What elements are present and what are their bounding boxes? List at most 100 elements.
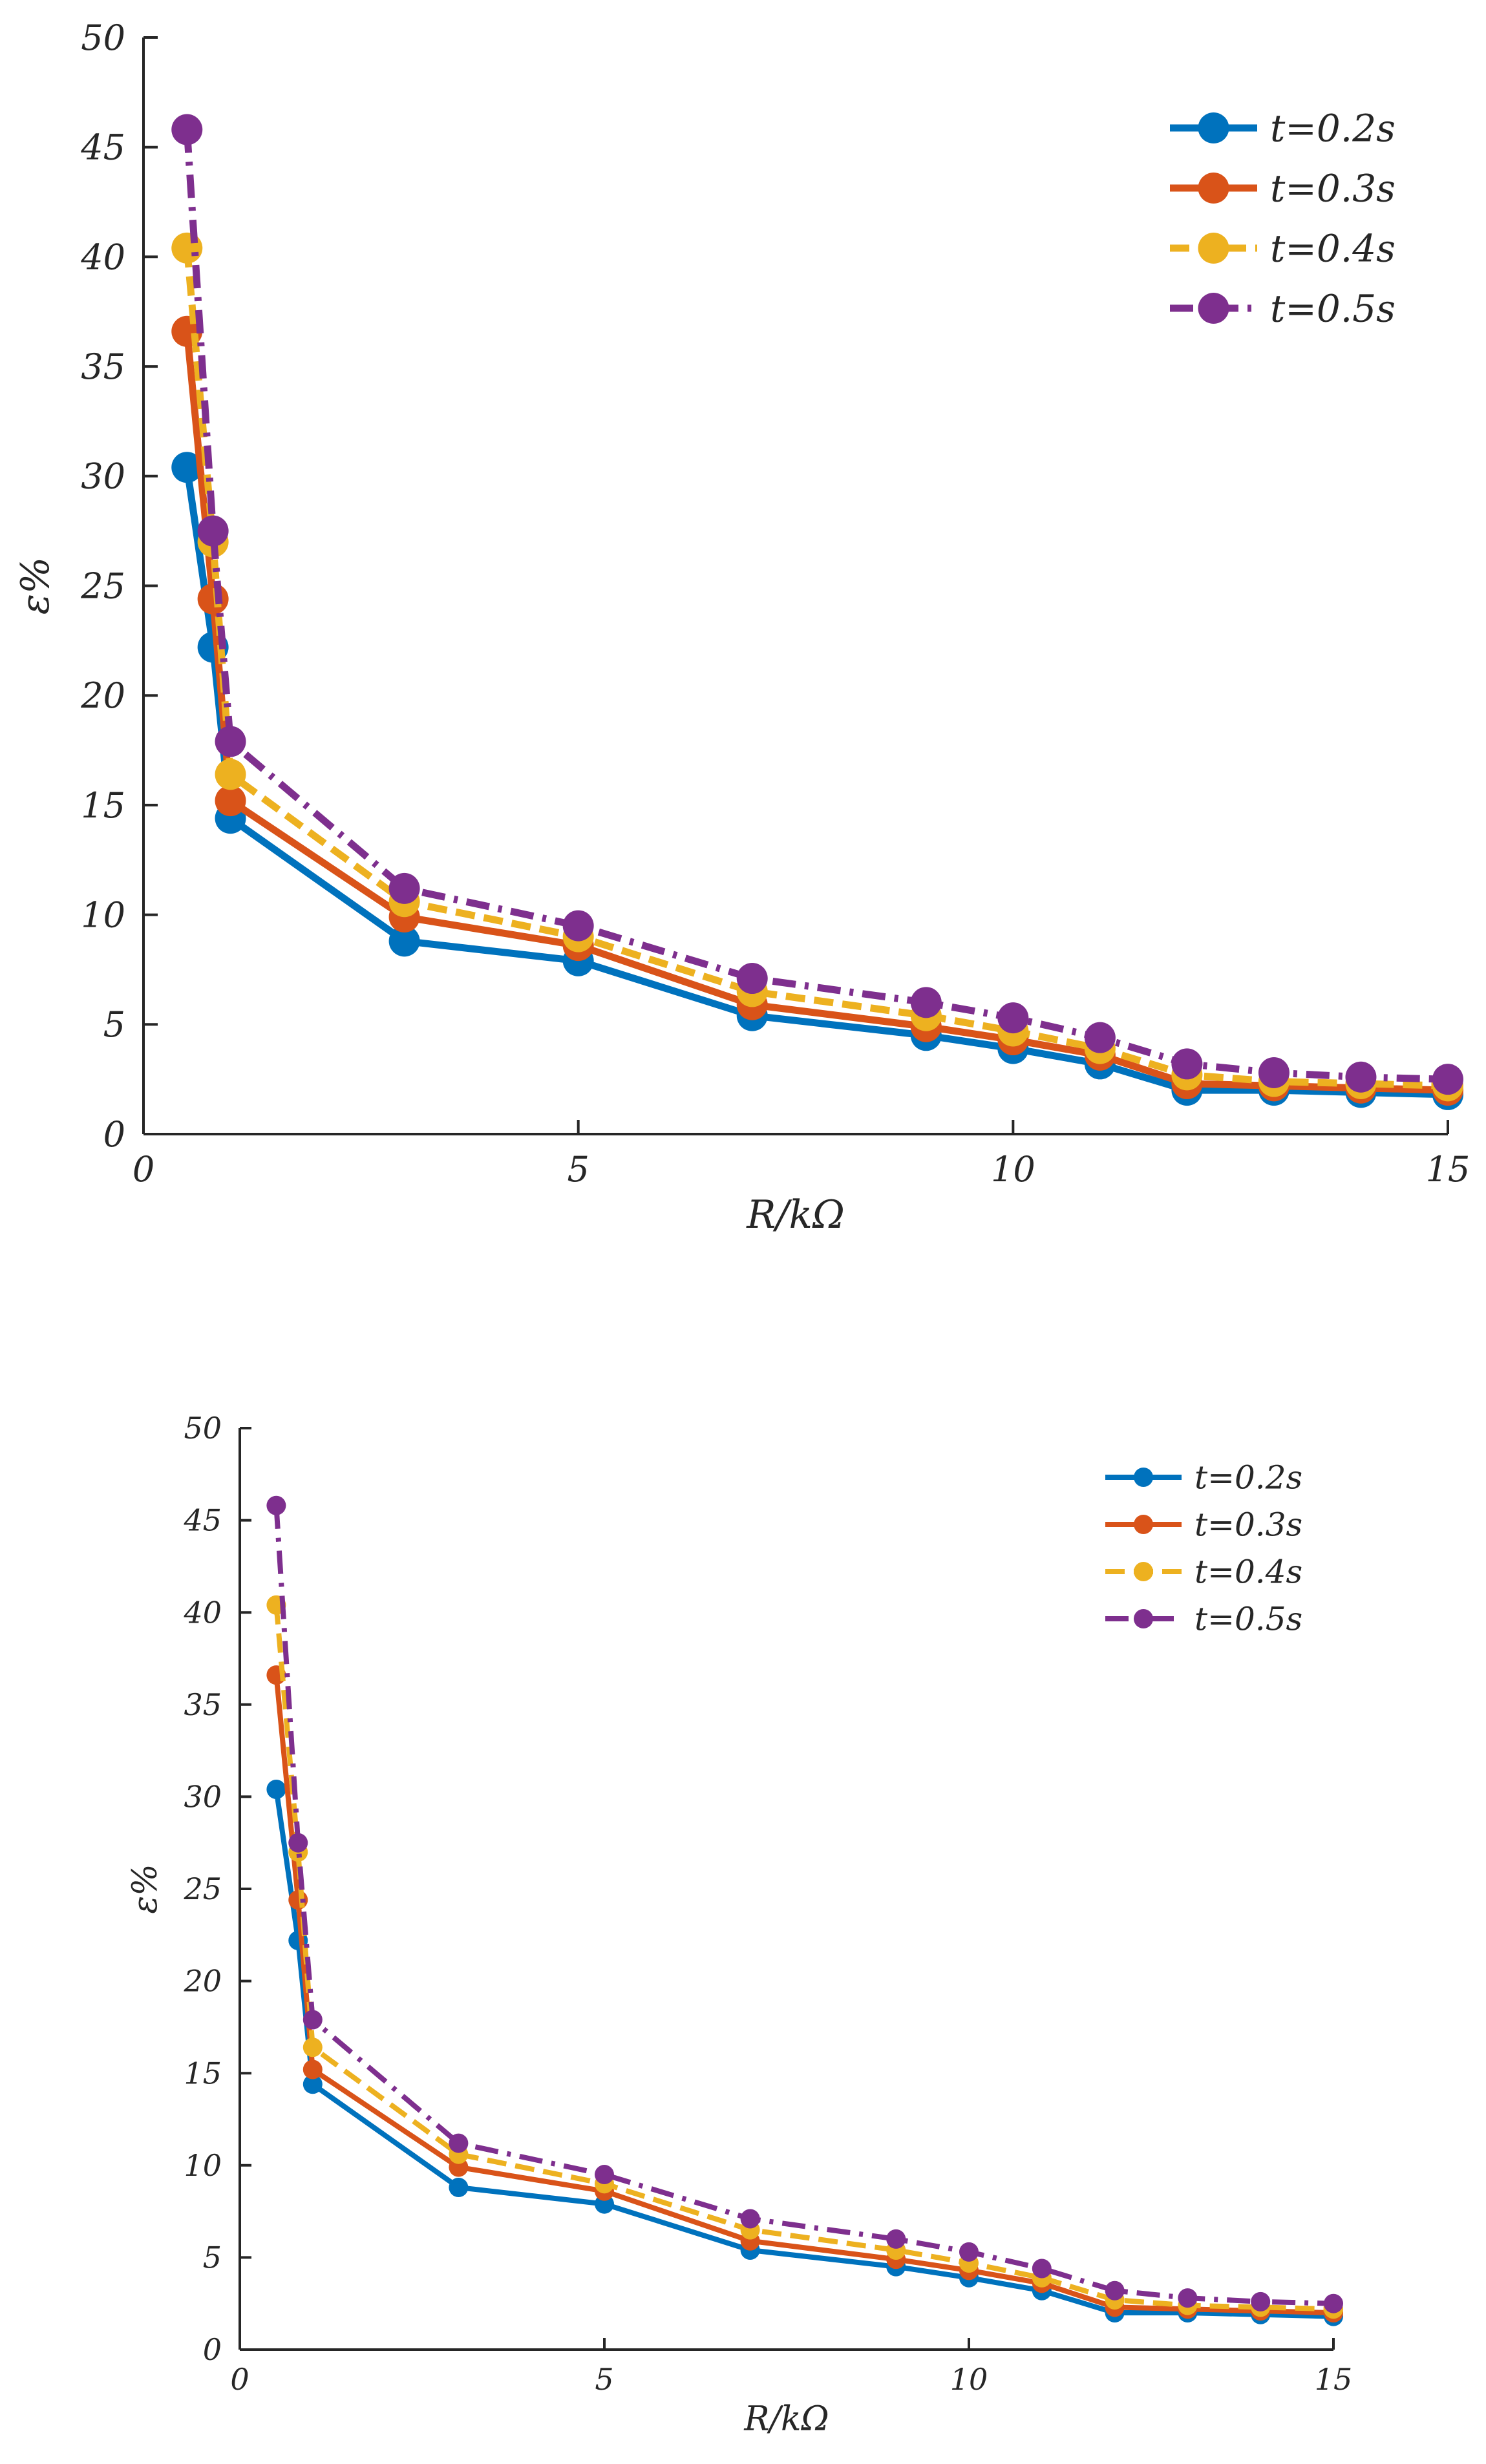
data-point bbox=[595, 2165, 614, 2185]
x-tick-label: 0 bbox=[230, 2362, 249, 2397]
data-point bbox=[288, 1833, 308, 1853]
series-line bbox=[183, 247, 1449, 1090]
x-tick-label: 15 bbox=[1315, 2362, 1353, 2397]
data-point bbox=[449, 2178, 469, 2198]
data-point bbox=[303, 2010, 323, 2030]
data-point bbox=[1105, 2280, 1125, 2301]
data-point bbox=[197, 515, 229, 547]
y-tick-label: 50 bbox=[184, 1411, 222, 1446]
data-point bbox=[1084, 1022, 1116, 1053]
data-point bbox=[1324, 2293, 1343, 2313]
x-tick-label: 15 bbox=[1426, 1149, 1470, 1190]
data-point bbox=[997, 1002, 1029, 1034]
y-tick-label: 45 bbox=[183, 1503, 222, 1538]
y-tick-label: 20 bbox=[80, 675, 125, 716]
y-tick-label: 5 bbox=[203, 2240, 222, 2275]
legend-marker bbox=[1134, 1609, 1153, 1628]
y-tick-label: 35 bbox=[81, 346, 125, 387]
x-axis-label: R/kΩ bbox=[746, 1192, 845, 1237]
series-t=0.5s bbox=[171, 114, 1463, 1095]
series-line bbox=[183, 129, 1449, 1083]
legend-label: t=0.5s bbox=[1194, 1601, 1302, 1638]
legend-marker bbox=[1134, 1562, 1153, 1581]
y-axis-label: ε% bbox=[126, 1864, 165, 1913]
data-point bbox=[215, 726, 246, 757]
y-tick-label: 5 bbox=[103, 1004, 125, 1045]
data-point bbox=[959, 2242, 979, 2262]
data-point bbox=[886, 2229, 906, 2249]
legend-marker bbox=[1134, 1468, 1153, 1487]
legend-marker bbox=[1198, 112, 1229, 143]
legend-marker bbox=[1198, 233, 1229, 264]
legend: t=0.2s t=0.3s t=0.4s t=0.5s bbox=[1105, 1459, 1302, 1638]
legend-label: t=0.3s bbox=[1194, 1506, 1302, 1544]
data-point bbox=[266, 1779, 286, 1799]
y-tick-label: 30 bbox=[184, 1780, 222, 1815]
y-tick-label: 0 bbox=[103, 1114, 125, 1155]
data-point bbox=[740, 2209, 760, 2229]
data-point bbox=[266, 1495, 286, 1515]
data-point bbox=[1171, 1048, 1203, 1080]
data-point bbox=[1432, 1064, 1463, 1095]
y-tick-label: 15 bbox=[81, 785, 125, 826]
y-tick-label: 10 bbox=[81, 895, 125, 936]
data-point bbox=[197, 583, 229, 615]
data-point bbox=[303, 2059, 323, 2080]
x-tick-label: 0 bbox=[133, 1149, 154, 1190]
data-point bbox=[215, 759, 246, 790]
y-tick-label: 25 bbox=[80, 565, 125, 606]
y-tick-label: 15 bbox=[184, 2056, 222, 2090]
data-point bbox=[171, 232, 203, 264]
data-point bbox=[388, 872, 420, 904]
legend-label: t=0.5s bbox=[1270, 286, 1396, 330]
series-line bbox=[273, 1605, 1334, 2312]
legend-marker bbox=[1198, 293, 1229, 324]
data-point bbox=[303, 2074, 323, 2094]
chart-top: 0 5 10 15 20 25 30 35 40 45 50 0 5 10 15 R/kΩ ε% t=0.2s t=… bbox=[13, 17, 1470, 1237]
legend-label: t=0.3s bbox=[1270, 166, 1396, 210]
data-point bbox=[910, 987, 942, 1018]
x-tick-label: 10 bbox=[950, 2362, 988, 2397]
legend-label: t=0.4s bbox=[1194, 1553, 1302, 1591]
data-point bbox=[215, 785, 246, 817]
y-tick-label: 30 bbox=[81, 456, 125, 497]
data-point bbox=[1032, 2259, 1052, 2279]
y-tick-label: 35 bbox=[184, 1687, 222, 1722]
series-line bbox=[273, 1505, 1334, 2306]
series-t=0.4s bbox=[171, 232, 1463, 1102]
legend-label: t=0.2s bbox=[1270, 106, 1396, 150]
x-axis-label: R/kΩ bbox=[743, 2400, 829, 2439]
series-t=0.2s bbox=[266, 1779, 1343, 2326]
legend: t=0.2s t=0.3s t=0.4s t=0.5s bbox=[1170, 106, 1396, 330]
x-tick-label: 5 bbox=[567, 1149, 589, 1190]
data-point bbox=[1178, 2288, 1198, 2308]
y-tick-label: 40 bbox=[80, 237, 125, 277]
y-axis-label: ε% bbox=[13, 557, 58, 615]
x-tick-label: 5 bbox=[595, 2362, 613, 2397]
series-t=0.5s bbox=[266, 1495, 1343, 2313]
series-line bbox=[183, 331, 1449, 1094]
series-t=0.4s bbox=[266, 1595, 1343, 2319]
series-t=0.3s bbox=[171, 315, 1463, 1106]
y-tick-label: 0 bbox=[203, 2332, 222, 2367]
y-tick-label: 45 bbox=[80, 127, 125, 168]
data-point bbox=[388, 925, 420, 957]
x-tick-label: 10 bbox=[991, 1149, 1035, 1190]
legend-marker bbox=[1134, 1515, 1153, 1534]
data-point bbox=[449, 2133, 469, 2153]
y-tick-label: 20 bbox=[183, 1964, 222, 1999]
data-point bbox=[736, 963, 768, 995]
y-tick-label: 50 bbox=[81, 17, 125, 58]
data-point bbox=[303, 2038, 323, 2058]
y-tick-label: 10 bbox=[184, 2148, 222, 2183]
data-point bbox=[1251, 2291, 1271, 2311]
y-tick-label: 25 bbox=[183, 1871, 222, 1906]
legend-label: t=0.2s bbox=[1194, 1459, 1302, 1497]
data-point bbox=[1345, 1061, 1377, 1093]
y-tick-label: 40 bbox=[183, 1595, 222, 1630]
legend-marker bbox=[1198, 173, 1229, 204]
data-point bbox=[562, 910, 594, 942]
data-point bbox=[171, 114, 203, 145]
